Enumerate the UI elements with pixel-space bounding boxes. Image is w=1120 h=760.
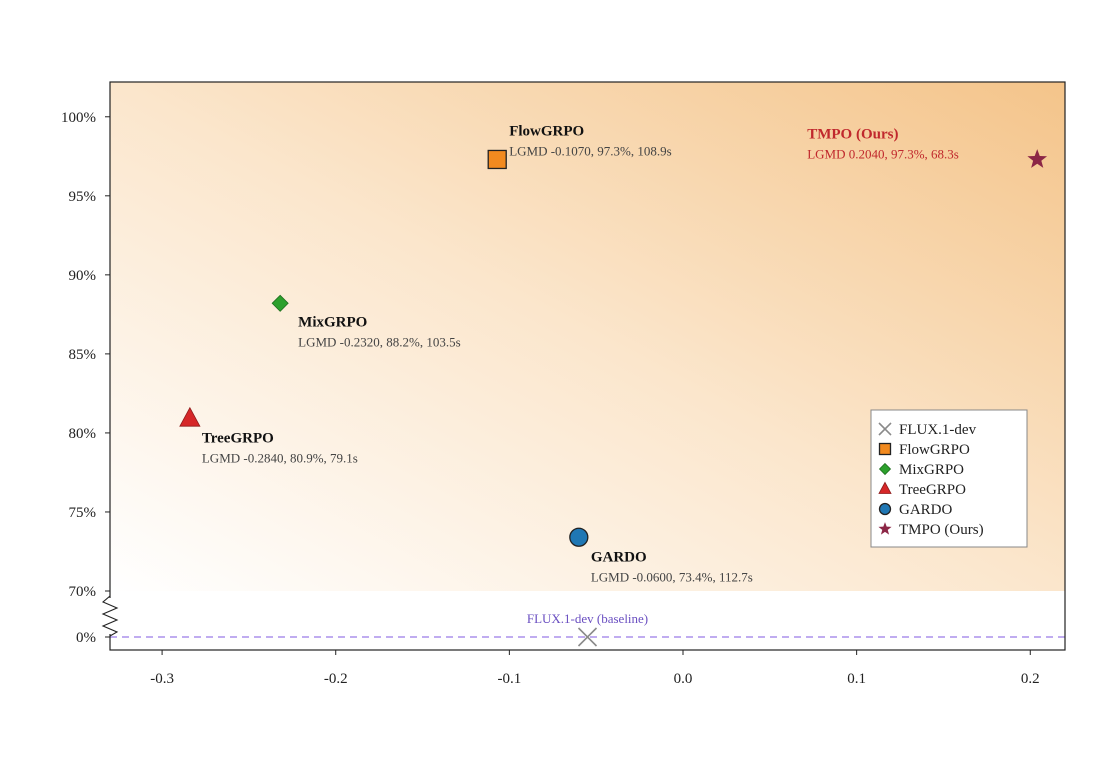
point-stats: LGMD -0.2840, 80.9%, 79.1s [202, 451, 358, 466]
point-diamond-icon [271, 294, 289, 312]
y-tick-label: 90% [69, 268, 97, 284]
baseline-label: FLUX.1-dev (baseline) [527, 611, 648, 626]
legend-box [870, 409, 1028, 548]
y-tick-label: 75% [69, 505, 97, 521]
point-stats: LGMD 0.2040, 97.3%, 68.3s [807, 146, 959, 161]
y-tick-label-baseline: 0% [76, 630, 96, 646]
legend-label: FLUX.1-dev [899, 422, 977, 438]
legend-label: TreeGRPO [899, 482, 966, 498]
y-tick-label: 70% [69, 584, 97, 600]
x-tick-label: 0.2 [1021, 671, 1040, 687]
x-tick-label: 0.0 [674, 671, 693, 687]
point-stats: LGMD -0.1070, 97.3%, 108.9s [509, 143, 672, 158]
x-tick-label: 0.1 [847, 671, 866, 687]
point-triangle-icon [179, 406, 201, 427]
legend-square-icon [878, 442, 892, 456]
x-tick-label: -0.1 [497, 671, 521, 687]
x-tick-label: -0.2 [324, 671, 348, 687]
y-tick-label: 85% [69, 347, 97, 363]
point-label: TreeGRPO [202, 431, 274, 447]
point-label: TMPO (Ours) [807, 126, 898, 142]
legend-label: MixGRPO [899, 462, 964, 478]
point-square-icon [487, 149, 507, 170]
baseline-point-x-icon [577, 627, 598, 647]
plot-frame [109, 81, 1066, 651]
legend-label: FlowGRPO [899, 442, 970, 458]
point-circle-icon [569, 527, 589, 547]
point-label: GARDO [591, 549, 647, 565]
axis-break-mask [104, 598, 116, 634]
x-tick-label: -0.3 [150, 671, 174, 687]
legend-label: GARDO [899, 502, 953, 518]
legend-circle-icon [878, 502, 892, 516]
y-tick-label: 95% [69, 189, 97, 205]
point-stats: LGMD -0.0600, 73.4%, 112.7s [591, 569, 753, 584]
point-star-icon [1027, 149, 1048, 168]
point-label: MixGRPO [298, 314, 367, 330]
point-label: FlowGRPO [509, 123, 584, 139]
legend-x-icon [878, 422, 892, 436]
legend-label: TMPO (Ours) [899, 522, 984, 538]
legend-diamond-icon [878, 462, 892, 476]
legend-triangle-icon [878, 481, 892, 494]
y-tick-label: 80% [69, 426, 97, 442]
y-tick-label: 100% [61, 110, 96, 126]
point-stats: LGMD -0.2320, 88.2%, 103.5s [298, 334, 461, 349]
axis-break-icon [101, 595, 119, 637]
legend-star-icon [878, 522, 892, 535]
